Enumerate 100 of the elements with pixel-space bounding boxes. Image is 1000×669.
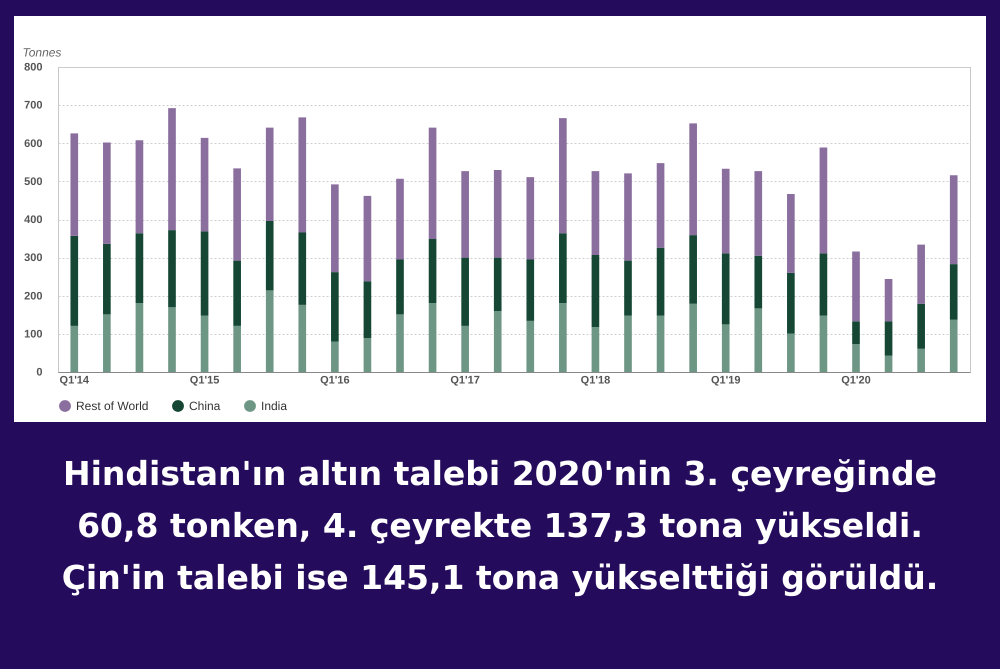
bar	[624, 316, 632, 372]
bar	[656, 163, 664, 248]
bar	[428, 128, 436, 239]
bar	[233, 326, 241, 372]
bar	[331, 184, 339, 272]
x-tick-label: Q1'16	[320, 374, 350, 386]
bar	[103, 142, 111, 244]
bar	[820, 253, 828, 316]
bar	[754, 308, 762, 372]
bar	[364, 281, 372, 338]
bar	[656, 316, 664, 372]
bar	[428, 238, 436, 303]
text: Hindistan'ın altın talebi 2020'nin 3. çeyreğinde 60,8 tonken, 4. çeyrekte 137,3 tona yükseldi. Çin'in talebi ise 145,1 tona yükselttiği görüldü.	[60, 453, 940, 599]
bar	[461, 171, 469, 258]
bar	[884, 356, 892, 372]
bar	[689, 304, 697, 372]
bar	[331, 272, 339, 342]
bar	[266, 128, 274, 222]
bar	[787, 333, 795, 372]
bar	[494, 170, 502, 258]
y-tick-label: 600	[24, 138, 42, 150]
x-tick-label: Q1'20	[841, 374, 871, 386]
bar	[559, 302, 567, 372]
y-tick-label: 400	[24, 214, 42, 226]
bar	[298, 304, 306, 372]
bar	[136, 140, 144, 234]
y-tick-label: 200	[24, 290, 42, 302]
x-tick-label: Q1'18	[580, 374, 610, 386]
bar	[233, 168, 241, 261]
bar	[852, 252, 860, 322]
legend-label: India	[261, 399, 288, 413]
bar	[754, 171, 762, 256]
bar	[917, 304, 925, 349]
bar	[689, 235, 697, 304]
bar	[136, 302, 144, 372]
bar	[722, 253, 730, 324]
y-axis-title: Tonnes	[22, 46, 62, 60]
bar	[298, 117, 306, 232]
bar	[364, 196, 372, 282]
bar	[396, 260, 404, 314]
bar	[884, 278, 892, 322]
y-tick-label: 0	[36, 366, 42, 378]
bar	[70, 236, 78, 326]
bar	[820, 316, 828, 372]
bar	[461, 258, 469, 326]
bar	[168, 230, 176, 308]
bar	[950, 320, 958, 372]
y-tick-label: 100	[24, 328, 42, 340]
bar	[950, 264, 958, 320]
bar	[331, 342, 339, 372]
x-tick-label: Q1'15	[190, 374, 220, 386]
bar	[266, 221, 274, 290]
bar	[396, 314, 404, 372]
bar	[396, 178, 404, 260]
bar	[820, 147, 828, 254]
bar	[200, 316, 208, 372]
bar	[656, 248, 664, 316]
bar	[884, 321, 892, 356]
bar	[917, 348, 925, 372]
bar	[722, 168, 730, 254]
bar	[787, 272, 795, 334]
bar	[298, 232, 306, 305]
x-tick-label: Q1'14	[60, 374, 90, 386]
bar	[70, 133, 78, 236]
bar	[494, 311, 502, 372]
bar	[592, 171, 600, 255]
bar	[526, 260, 534, 321]
bar	[624, 173, 632, 261]
y-tick-label: 700	[24, 100, 42, 112]
bar	[233, 260, 241, 326]
bar	[592, 254, 600, 328]
bar	[494, 258, 502, 311]
bar	[852, 344, 860, 372]
y-tick-label: 300	[24, 252, 42, 264]
bar	[559, 233, 567, 303]
bar	[526, 320, 534, 372]
bar	[950, 175, 958, 264]
bar	[168, 108, 176, 230]
x-tick-label: Q1'17	[450, 374, 480, 386]
bar	[136, 233, 144, 303]
bar	[461, 326, 469, 372]
bar	[852, 321, 860, 344]
legend-label: Rest of World	[76, 399, 148, 413]
bar	[689, 123, 697, 236]
x-tick-label: Q1'19	[710, 374, 740, 386]
y-tick-label: 800	[24, 62, 42, 74]
y-tick-label: 500	[24, 176, 42, 188]
bar	[526, 177, 534, 260]
bar	[722, 324, 730, 372]
bar	[200, 231, 208, 316]
bar	[168, 307, 176, 372]
bar	[428, 302, 436, 372]
bar	[103, 314, 111, 372]
bar	[917, 244, 925, 304]
bar	[624, 260, 632, 316]
bar	[70, 326, 78, 372]
bar	[200, 138, 208, 232]
bar	[266, 290, 274, 372]
bar	[754, 256, 762, 308]
bar	[559, 118, 567, 234]
